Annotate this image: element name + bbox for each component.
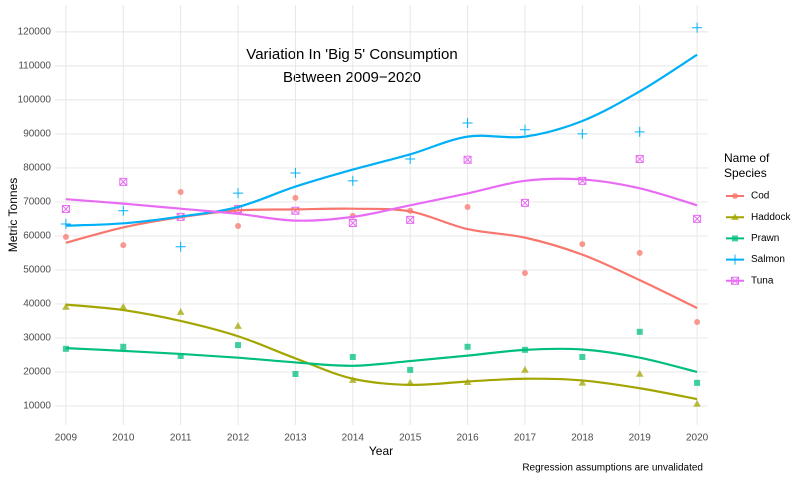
point: [118, 205, 129, 216]
point: [347, 175, 358, 186]
y-tick-label: 20000: [23, 367, 51, 378]
point: [407, 366, 414, 373]
legend-key: [732, 235, 738, 242]
smooth-line: [65, 53, 698, 227]
point: [692, 22, 703, 33]
point: [635, 155, 644, 164]
x-tick-label: 2015: [399, 433, 422, 444]
x-tick-label: 2018: [571, 433, 594, 444]
x-tick-label: 2017: [514, 433, 537, 444]
y-tick-label: 30000: [23, 333, 51, 344]
point: [636, 249, 643, 256]
x-axis-label: Year: [369, 444, 393, 458]
point: [693, 214, 702, 223]
y-tick-label: 50000: [23, 265, 51, 276]
point: [120, 343, 127, 350]
smooth-line: [65, 207, 698, 310]
y-tick-label: 90000: [23, 129, 51, 140]
point: [62, 233, 69, 240]
y-tick-label: 110000: [18, 61, 51, 72]
legend-title: Name of: [724, 151, 770, 165]
legend-title: Species: [724, 166, 767, 180]
legend-key: [731, 276, 739, 285]
x-tick-label: 2010: [112, 433, 135, 444]
point: [292, 194, 299, 201]
point: [520, 198, 529, 207]
legend-label: Tuna: [751, 275, 774, 286]
series: [62, 328, 701, 386]
y-tick-label: 10000: [23, 401, 51, 412]
series: [62, 302, 701, 407]
legend-label: Prawn: [751, 233, 779, 244]
point: [235, 342, 242, 349]
series: [61, 155, 702, 227]
point: [693, 399, 701, 407]
chart-title: Between 2009−2020: [283, 69, 421, 86]
point: [406, 215, 415, 224]
point: [579, 353, 586, 360]
point: [177, 189, 184, 196]
point: [463, 155, 472, 164]
x-tick-label: 2020: [686, 433, 709, 444]
point: [290, 168, 301, 178]
point: [405, 154, 416, 165]
point: [464, 343, 471, 350]
point: [521, 365, 529, 373]
y-tick-label: 70000: [23, 197, 51, 208]
point: [177, 352, 184, 359]
x-tick-label: 2012: [227, 433, 250, 444]
point: [60, 219, 71, 230]
x-tick-label: 2016: [456, 433, 479, 444]
point: [119, 302, 128, 310]
legend-key: [732, 193, 738, 199]
legend-label: Cod: [751, 191, 769, 202]
point: [233, 188, 244, 199]
y-tick-label: 80000: [23, 163, 51, 174]
legend-label: Salmon: [751, 254, 785, 265]
legend-label: Haddock: [751, 212, 791, 223]
point: [519, 124, 530, 135]
series: [60, 22, 703, 252]
point: [694, 379, 701, 386]
y-tick-label: 100000: [18, 95, 52, 106]
point: [634, 126, 645, 137]
x-tick-label: 2011: [170, 433, 192, 444]
point: [577, 128, 588, 139]
y-tick-label: 60000: [23, 231, 51, 242]
point: [464, 204, 471, 211]
point: [579, 241, 586, 248]
point: [175, 241, 186, 252]
point: [234, 322, 242, 329]
y-axis-label: Metric Tonnes: [6, 178, 20, 252]
caption: Regression assumptions are unvalidated: [522, 463, 703, 474]
point: [176, 308, 185, 315]
point: [61, 205, 70, 214]
smooth-line: [65, 177, 698, 222]
point: [636, 328, 643, 335]
y-tick-label: 120000: [18, 27, 52, 38]
x-tick-label: 2009: [55, 433, 78, 444]
y-tick-label: 40000: [23, 299, 51, 310]
point: [578, 378, 587, 386]
x-tick-label: 2013: [284, 433, 307, 444]
point: [635, 369, 644, 377]
smooth-line: [65, 303, 698, 401]
x-tick-label: 2019: [629, 433, 652, 444]
legend-key: [730, 254, 740, 265]
legend-key: [731, 213, 739, 220]
point: [521, 269, 528, 276]
point: [62, 302, 70, 310]
chart-title: Variation In 'Big 5' Consumption: [246, 46, 457, 63]
point: [292, 370, 299, 377]
x-tick-label: 2014: [342, 433, 365, 444]
point: [120, 242, 127, 249]
point: [462, 118, 473, 129]
point: [694, 318, 701, 325]
point: [235, 223, 242, 230]
point: [119, 177, 128, 186]
point: [349, 353, 356, 360]
point: [348, 218, 357, 227]
smooth-line: [65, 347, 698, 374]
